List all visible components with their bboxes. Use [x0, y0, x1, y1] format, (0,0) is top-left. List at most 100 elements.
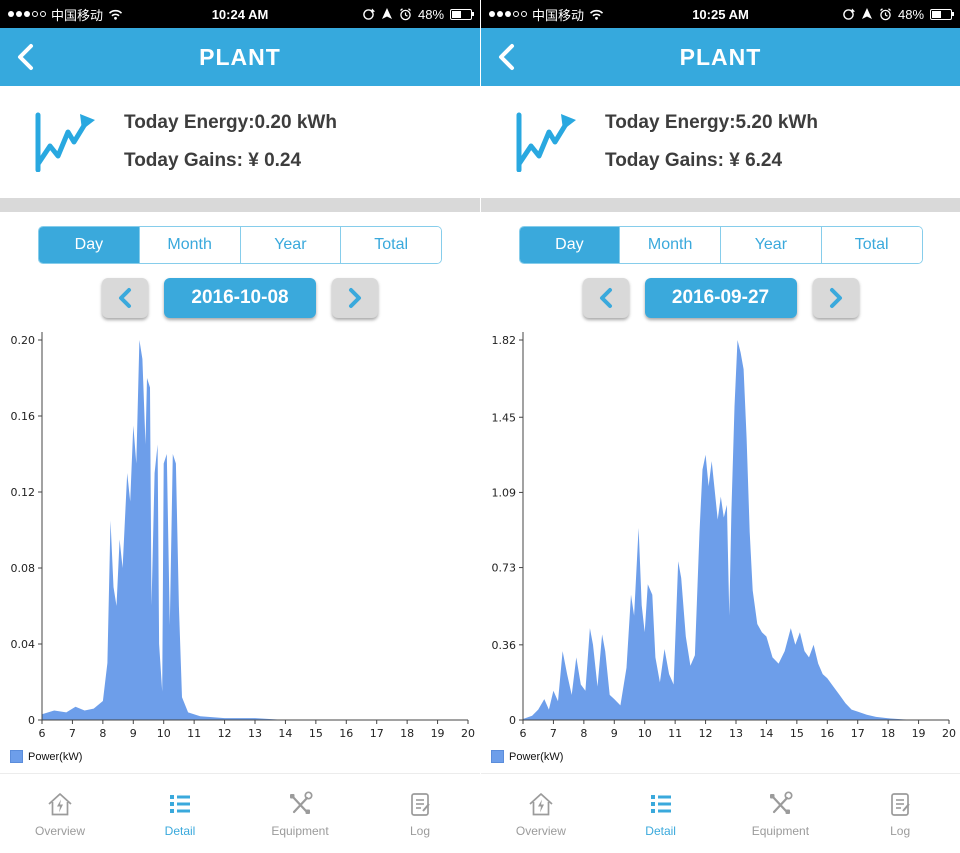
tools-icon — [770, 791, 793, 814]
tab-year[interactable]: Year — [239, 227, 341, 263]
back-button[interactable] — [497, 43, 515, 71]
svg-text:10: 10 — [157, 727, 171, 740]
tab-year[interactable]: Year — [720, 227, 821, 263]
chevron-left-icon — [599, 288, 612, 308]
log-document-icon — [411, 793, 430, 816]
status-left: 中国移动 — [489, 5, 692, 24]
svg-text:9: 9 — [611, 727, 618, 740]
nav-label: Overview — [515, 824, 566, 838]
svg-text:15: 15 — [790, 727, 804, 740]
section-divider — [481, 198, 960, 212]
nav-overview[interactable]: Overview — [481, 774, 601, 853]
svg-text:7: 7 — [69, 727, 76, 740]
power-area-chart: 0 0.36 0.73 1.09 1.45 1.82 6 7 8 9 10 11 12 13 14 15 16 1… — [492, 332, 956, 740]
svg-text:20: 20 — [461, 727, 475, 740]
home-icon — [48, 793, 72, 816]
prev-date-button[interactable] — [582, 278, 629, 318]
tab-day[interactable]: Day — [39, 227, 139, 263]
svg-text:0: 0 — [509, 714, 516, 727]
power-area-chart: 0 0.04 0.08 0.12 0.16 0.20 6 7 8 9 10 11 12 13 14 15 16 1… — [11, 332, 475, 740]
svg-text:0: 0 — [28, 714, 35, 727]
wifi-icon — [108, 9, 123, 20]
svg-text:0.16: 0.16 — [11, 410, 36, 423]
nav-label: Detail — [164, 824, 196, 838]
chart-legend: Power(kW) — [491, 750, 960, 763]
status-time: 10:24 AM — [211, 6, 269, 22]
tab-total[interactable]: Total — [340, 227, 441, 263]
nav-equipment[interactable]: Equipment — [721, 774, 841, 853]
svg-text:17: 17 — [851, 727, 865, 740]
today-gains-value: Today Gains: ¥ 6.24 — [605, 150, 783, 171]
legend-label: Power(kW) — [509, 750, 564, 763]
status-right: 48% — [268, 7, 475, 22]
back-chevron-icon — [18, 44, 33, 70]
list-icon — [170, 795, 190, 813]
carrier-label: 中国移动 — [51, 7, 104, 23]
svg-text:8: 8 — [580, 727, 587, 740]
svg-text:13: 13 — [729, 727, 743, 740]
date-display[interactable]: 2016-10-08 — [164, 278, 316, 318]
svg-text:18: 18 — [400, 727, 414, 740]
legend-label: Power(kW) — [28, 750, 83, 763]
phone-screenshot-right: 中国移动 10:25 AM — [480, 0, 960, 853]
svg-text:9: 9 — [130, 727, 137, 740]
date-navigation: 2016-10-08 — [0, 278, 480, 318]
svg-text:0.73: 0.73 — [492, 562, 517, 575]
app-header: PLANT — [481, 28, 960, 86]
svg-text:20: 20 — [942, 727, 956, 740]
svg-text:19: 19 — [431, 727, 445, 740]
tab-day[interactable]: Day — [519, 227, 620, 263]
summary-card: Today Energy:5.20 kWh Today Gains: ¥ 6.2… — [481, 86, 960, 198]
content-area: Day Month Year Total 2016-09-27 0 — [481, 212, 960, 773]
today-energy-value: Today Energy:0.20 kWh — [124, 112, 337, 133]
nav-detail[interactable]: Detail — [601, 774, 721, 853]
wifi-icon — [589, 9, 604, 20]
next-date-button[interactable] — [332, 278, 378, 318]
svg-text:16: 16 — [820, 727, 834, 740]
tab-month[interactable]: Month — [138, 227, 240, 263]
rotation-lock-icon — [363, 8, 375, 20]
tab-month[interactable]: Month — [619, 227, 720, 263]
energy-chart-icon — [516, 112, 576, 172]
signal-strength-icon — [8, 11, 46, 17]
home-icon — [529, 793, 553, 816]
date-display[interactable]: 2016-09-27 — [644, 278, 797, 318]
nav-equipment[interactable]: Equipment — [240, 774, 360, 853]
svg-text:11: 11 — [668, 727, 682, 740]
today-gains-value: Today Gains: ¥ 0.24 — [124, 150, 302, 171]
prev-date-button[interactable] — [102, 278, 148, 318]
nav-detail[interactable]: Detail — [120, 774, 240, 853]
svg-text:1.45: 1.45 — [492, 411, 517, 424]
svg-text:6: 6 — [520, 727, 527, 740]
chevron-left-icon — [119, 288, 131, 308]
alarm-icon — [880, 7, 891, 20]
svg-text:12: 12 — [699, 727, 713, 740]
svg-text:10: 10 — [638, 727, 652, 740]
back-button[interactable] — [16, 43, 34, 71]
battery-icon — [450, 8, 475, 20]
chevron-right-icon — [349, 288, 361, 308]
svg-text:19: 19 — [912, 727, 926, 740]
location-arrow-icon — [381, 8, 392, 19]
nav-label: Overview — [34, 824, 85, 838]
status-left: 中国移动 — [8, 5, 212, 24]
page-title: PLANT — [199, 43, 281, 70]
svg-text:15: 15 — [309, 727, 323, 740]
battery-percent: 48% — [897, 6, 925, 22]
battery-icon — [930, 8, 955, 20]
nav-log[interactable]: Log — [360, 774, 480, 853]
energy-chart-icon — [35, 112, 95, 172]
date-navigation: 2016-09-27 — [481, 278, 960, 318]
svg-text:18: 18 — [881, 727, 895, 740]
next-date-button[interactable] — [812, 278, 859, 318]
svg-text:7: 7 — [550, 727, 557, 740]
nav-overview[interactable]: Overview — [0, 774, 120, 853]
summary-text: Today Energy:5.20 kWh Today Gains: ¥ 6.2… — [605, 112, 818, 172]
period-tabs: Day Month Year Total — [518, 226, 923, 264]
nav-log[interactable]: Log — [840, 774, 960, 853]
svg-text:0.08: 0.08 — [11, 562, 36, 575]
tab-total[interactable]: Total — [820, 227, 922, 263]
carrier-label: 中国移动 — [532, 7, 585, 23]
rotation-lock-icon — [843, 8, 855, 20]
